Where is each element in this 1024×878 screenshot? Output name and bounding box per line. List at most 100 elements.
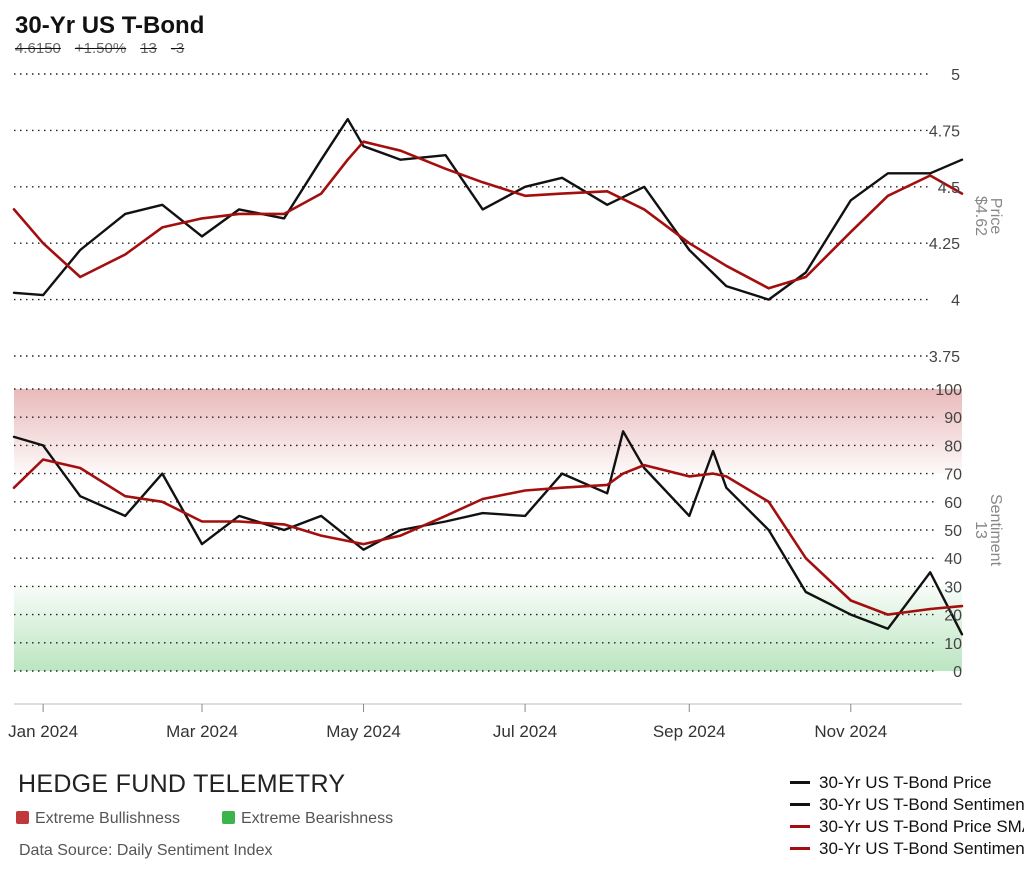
data-point bbox=[399, 534, 402, 537]
data-point bbox=[283, 529, 285, 531]
data-point bbox=[725, 285, 728, 287]
data-point bbox=[399, 158, 402, 161]
data-point bbox=[481, 512, 484, 514]
legend-item-sentiment-sma[interactable]: 30-Yr US T-Bond Sentiment SMA bbox=[790, 838, 1024, 860]
data-point bbox=[13, 486, 15, 489]
price-sma-line bbox=[12, 140, 964, 290]
data-point bbox=[850, 199, 852, 202]
data-point bbox=[561, 192, 563, 195]
data-point bbox=[161, 472, 164, 475]
data-point bbox=[362, 145, 365, 147]
data-point bbox=[42, 294, 44, 296]
legend: 30-Yr US T-Bond Price 30-Yr US T-Bond Se… bbox=[790, 772, 1024, 860]
data-point bbox=[444, 168, 447, 170]
data-point bbox=[481, 181, 484, 184]
data-point bbox=[346, 158, 349, 161]
data-point bbox=[124, 495, 126, 498]
chart-canvas: 54.754.54.2543.751009080706050403020100J… bbox=[8, 67, 1004, 741]
y-tick-label: 0 bbox=[953, 664, 962, 681]
data-point bbox=[767, 529, 770, 531]
data-point bbox=[42, 444, 44, 447]
data-point bbox=[42, 458, 44, 461]
data-point bbox=[481, 498, 484, 500]
data-point bbox=[238, 515, 240, 517]
data-point bbox=[688, 515, 691, 517]
data-point bbox=[887, 613, 889, 616]
legend-item-price-sma[interactable]: 30-Yr US T-Bond Price SMA bbox=[790, 816, 1024, 838]
data-point bbox=[805, 591, 807, 593]
data-point bbox=[606, 190, 608, 193]
data-point bbox=[805, 557, 807, 559]
data-point bbox=[124, 515, 126, 517]
data-point bbox=[13, 292, 15, 294]
data-point bbox=[929, 174, 931, 177]
data-point bbox=[725, 486, 728, 489]
stat-sentiment-change: -3 bbox=[170, 40, 185, 57]
data-point bbox=[643, 464, 645, 466]
data-point bbox=[887, 195, 889, 197]
x-tick-label: May 2024 bbox=[326, 722, 401, 741]
data-point bbox=[238, 520, 240, 523]
data-point bbox=[929, 172, 931, 175]
data-point bbox=[561, 486, 563, 489]
data-point bbox=[42, 242, 44, 244]
data-point bbox=[13, 208, 15, 211]
legend-label: 30-Yr US T-Bond Sentiment SMA bbox=[819, 839, 1024, 858]
y-tick-label: 100 bbox=[935, 382, 962, 399]
data-point bbox=[283, 217, 285, 220]
data-point bbox=[606, 492, 608, 495]
bullish-swatch bbox=[16, 811, 29, 824]
data-point bbox=[887, 172, 889, 175]
data-point bbox=[238, 208, 240, 211]
data-point bbox=[320, 515, 323, 517]
data-point bbox=[320, 158, 323, 161]
legend-line bbox=[790, 781, 810, 785]
legend-label: 30-Yr US T-Bond Price SMA bbox=[819, 817, 1024, 836]
key-bearish-label: Extreme Bearishness bbox=[241, 810, 394, 827]
bullish-zone bbox=[14, 389, 962, 474]
data-point bbox=[362, 543, 365, 545]
data-point bbox=[712, 472, 714, 475]
data-point bbox=[805, 276, 807, 278]
data-point bbox=[606, 484, 608, 486]
data-point bbox=[712, 450, 714, 452]
y-tick-label: 50 bbox=[944, 523, 962, 540]
data-point bbox=[643, 208, 645, 211]
data-point bbox=[524, 489, 526, 492]
data-point bbox=[850, 599, 852, 602]
key-bearish: Extreme Bearishness bbox=[222, 810, 393, 828]
legend-item-price[interactable]: 30-Yr US T-Bond Price bbox=[790, 772, 1024, 794]
data-point bbox=[688, 475, 691, 478]
data-point bbox=[161, 226, 164, 229]
y-tick-label: 5 bbox=[951, 67, 960, 84]
stat-change: +1.50% bbox=[74, 40, 127, 57]
data-point bbox=[929, 608, 931, 610]
data-point bbox=[961, 158, 963, 161]
data-point bbox=[13, 436, 15, 438]
data-point bbox=[161, 501, 164, 503]
y-tick-label: 60 bbox=[944, 495, 962, 512]
data-point bbox=[805, 271, 807, 274]
data-point bbox=[161, 204, 164, 206]
data-point bbox=[79, 495, 81, 498]
legend-label: 30-Yr US T-Bond Sentiment bbox=[819, 795, 1024, 814]
data-point bbox=[320, 534, 323, 537]
data-point bbox=[399, 149, 402, 152]
data-point bbox=[399, 529, 402, 531]
data-point bbox=[524, 186, 526, 188]
data-point bbox=[79, 276, 81, 278]
stat-price: 4.6150 bbox=[15, 40, 61, 57]
data-point bbox=[201, 520, 203, 523]
data-point bbox=[850, 231, 852, 233]
legend-item-sentiment[interactable]: 30-Yr US T-Bond Sentiment bbox=[790, 794, 1024, 816]
legend-line bbox=[790, 803, 810, 807]
legend-line bbox=[790, 847, 810, 851]
data-point bbox=[346, 118, 349, 120]
sentiment-axis-value: 13 bbox=[972, 521, 989, 539]
data-point bbox=[124, 253, 126, 256]
x-tick-label: Mar 2024 bbox=[166, 722, 238, 741]
data-point bbox=[725, 265, 728, 267]
price-line bbox=[12, 117, 964, 301]
data-point bbox=[524, 195, 526, 197]
y-tick-label: 70 bbox=[944, 467, 962, 484]
